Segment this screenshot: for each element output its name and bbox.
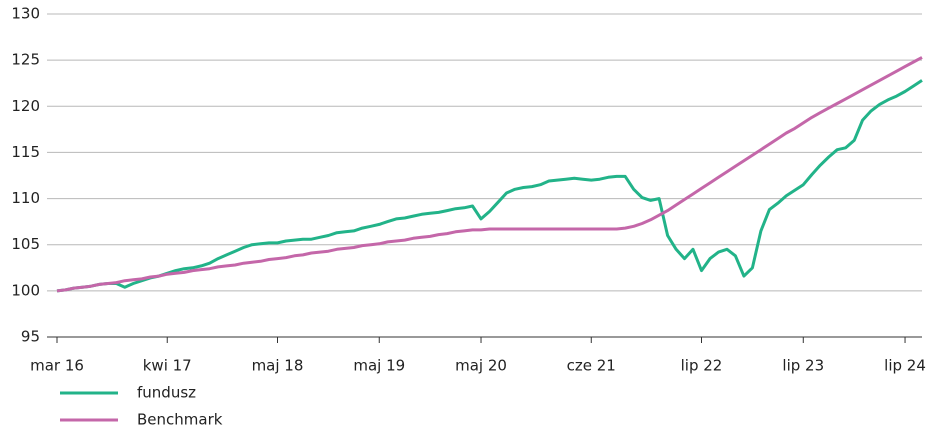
y-tick-label: 130 <box>11 5 40 23</box>
x-tick-label: maj 18 <box>252 357 304 375</box>
y-tick-label: 100 <box>11 281 40 299</box>
x-tick-label: cze 21 <box>567 357 616 375</box>
series-line <box>56 56 923 293</box>
x-tick-label: lip 23 <box>782 357 824 375</box>
y-tick-label: 125 <box>11 51 40 69</box>
y-tick-label: 95 <box>21 328 40 346</box>
x-tick-label: maj 19 <box>353 357 405 375</box>
y-tick-label: 120 <box>11 97 40 115</box>
x-tick-label: maj 20 <box>455 357 507 375</box>
y-tick-label: 105 <box>11 235 40 253</box>
legend-label: fundusz <box>137 384 196 402</box>
x-tick-label: kwi 17 <box>143 357 192 375</box>
x-tick-label: lip 24 <box>884 357 926 375</box>
y-tick-label: 110 <box>11 189 40 207</box>
x-tick-label: mar 16 <box>30 357 84 375</box>
legend-label: Benchmark <box>137 411 223 429</box>
x-tick-label: lip 22 <box>681 357 723 375</box>
series-line <box>56 79 923 293</box>
y-tick-label: 115 <box>11 143 40 161</box>
